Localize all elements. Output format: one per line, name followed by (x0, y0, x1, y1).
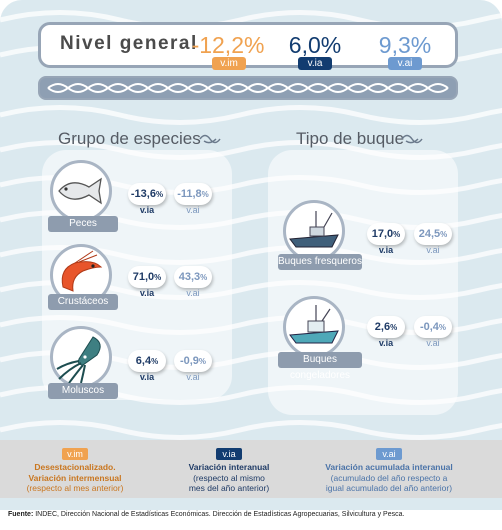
rope-divider (38, 76, 458, 100)
species-section-title: Grupo de especies (58, 129, 201, 148)
general-via-badge: v.ia (298, 57, 332, 70)
general-vim-value: -12,2% (191, 32, 265, 58)
moluscos-via-pill: 6,4% (128, 350, 166, 372)
source-note: Fuente: INDEC, Dirección Nacional de Est… (8, 511, 405, 518)
fresqueros-via-label: v.ia (378, 245, 394, 255)
fresqueros-vai-label: v.ai (426, 245, 440, 255)
moluscos-vai-pill: -0,9% (174, 350, 212, 372)
legend-vim-badge: v.im (62, 448, 88, 460)
congeladores-vai-pill: -0,4% (414, 316, 452, 338)
label-fresqueros: Buques fresqueros (278, 254, 362, 270)
general-vai-badge: v.ai (388, 57, 422, 70)
label-congeladores: Buques congeladores (278, 352, 362, 381)
legend-via-badge: v.ia (216, 448, 242, 460)
legend-via-text: Variación interanual (respecto al mismo … (188, 462, 270, 493)
peces-vai-label: v.ai (186, 205, 200, 215)
fish-icon (58, 177, 102, 205)
congeladores-via-label: v.ia (378, 338, 394, 348)
peces-via-label: v.ia (139, 205, 155, 215)
squid-icon (56, 336, 101, 384)
moluscos-vai-label: v.ai (186, 372, 200, 382)
crustaceos-via-pill: 71,0% (128, 266, 166, 288)
fresqueros-vai-pill: 24,5% (414, 223, 452, 245)
freezer-boat-circle (283, 296, 345, 358)
general-level-title: Nivel general (60, 33, 198, 54)
vessel-section-title: Tipo de buque (296, 129, 405, 148)
peces-vai-pill: -11,8% (174, 183, 212, 205)
general-via-value: 6,0% (288, 32, 342, 58)
general-vim-badge: v.im (212, 57, 246, 70)
legend-vim-text: Desestacionalizado. Variación intermensu… (26, 462, 124, 493)
label-crustaceos: Crustáceos (48, 294, 118, 310)
crustaceos-vai-pill: 43,3% (174, 266, 212, 288)
knot-icon (198, 131, 222, 150)
fishing-boat-icon (289, 211, 339, 248)
label-peces: Peces (48, 216, 118, 232)
squid-circle (50, 326, 112, 388)
crustaceos-vai-label: v.ai (186, 288, 200, 298)
crustaceos-via-label: v.ia (139, 288, 155, 298)
congeladores-via-pill: 2,6% (367, 316, 405, 338)
legend-vai-badge: v.ai (376, 448, 402, 460)
congeladores-vai-label: v.ai (426, 338, 440, 348)
fresh-boat-circle (283, 200, 345, 262)
vessel-panel (268, 150, 458, 415)
general-vai-value: 9,3% (378, 32, 432, 58)
peces-via-pill: -13,6% (128, 183, 166, 205)
fresqueros-via-pill: 17,0% (367, 223, 405, 245)
moluscos-via-label: v.ia (139, 372, 155, 382)
knot-icon (400, 131, 424, 150)
fish-circle (50, 160, 112, 222)
legend-vai-text: Variación acumulada interanual (acumulad… (325, 462, 453, 493)
shrimp-icon (61, 250, 103, 292)
freezer-boat-icon (289, 305, 339, 344)
label-moluscos: Moluscos (48, 383, 118, 399)
